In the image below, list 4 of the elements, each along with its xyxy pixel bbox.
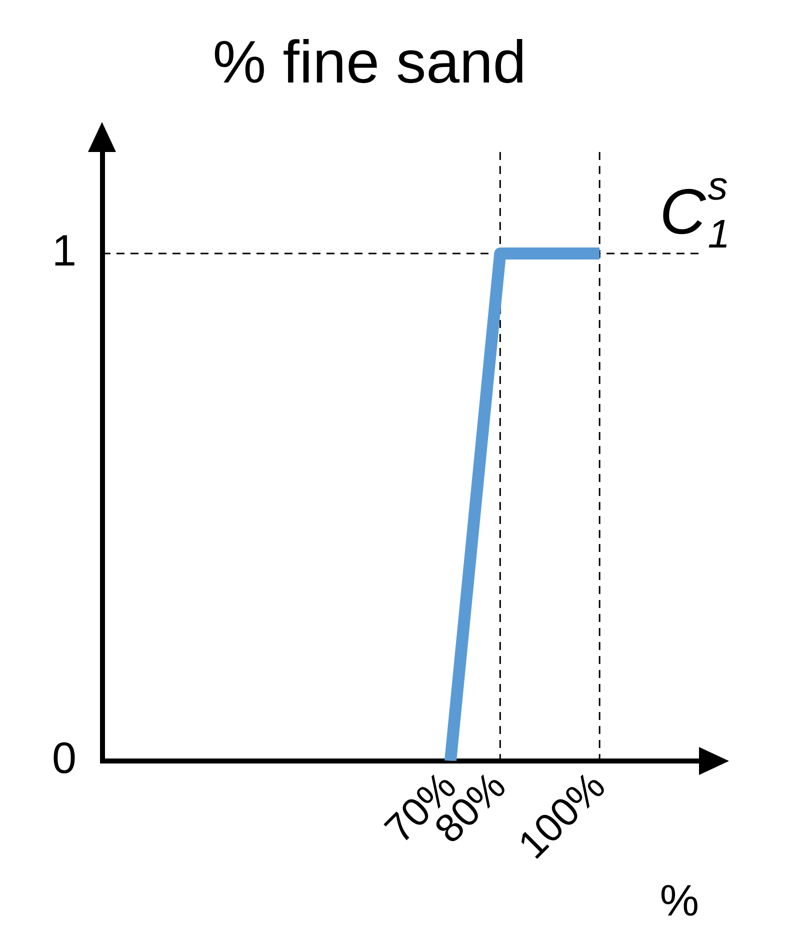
- x-axis-title: %: [660, 876, 699, 926]
- y-tick-label: 1: [52, 226, 76, 276]
- chart-title: % fine sand: [212, 28, 526, 96]
- y-tick-label: 0: [52, 734, 76, 784]
